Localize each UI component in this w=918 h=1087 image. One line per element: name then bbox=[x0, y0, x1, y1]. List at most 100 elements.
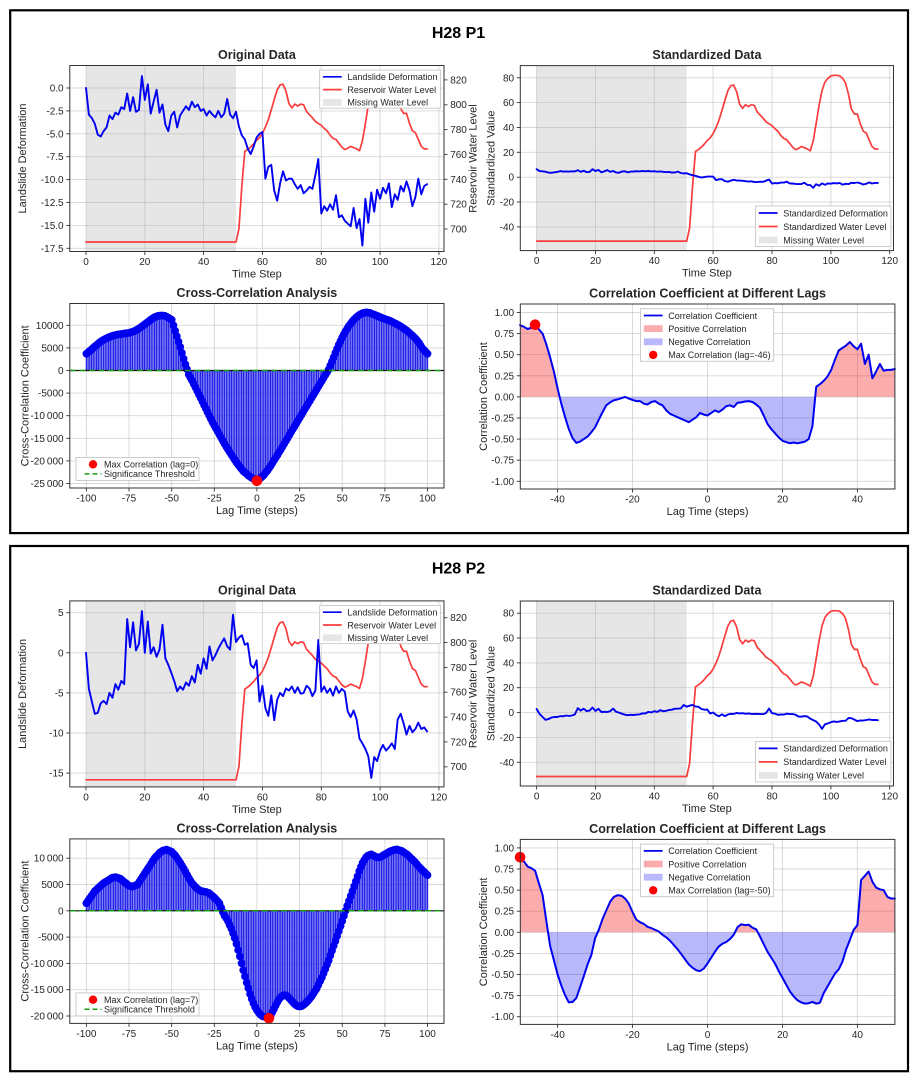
svg-text:40: 40 bbox=[198, 792, 210, 803]
svg-text:-50: -50 bbox=[164, 1029, 179, 1040]
svg-text:Time Step: Time Step bbox=[682, 268, 732, 280]
svg-text:80: 80 bbox=[316, 792, 328, 803]
svg-text:700: 700 bbox=[450, 225, 467, 236]
svg-text:20: 20 bbox=[139, 257, 151, 268]
svg-text:25: 25 bbox=[294, 493, 306, 504]
svg-text:120: 120 bbox=[881, 256, 898, 267]
svg-text:0: 0 bbox=[509, 173, 515, 184]
svg-text:20: 20 bbox=[777, 494, 789, 505]
svg-text:-10 000: -10 000 bbox=[30, 411, 64, 422]
svg-text:0: 0 bbox=[534, 256, 540, 267]
svg-text:40: 40 bbox=[198, 257, 210, 268]
svg-text:20: 20 bbox=[503, 148, 515, 159]
svg-text:10 000: 10 000 bbox=[34, 854, 64, 865]
svg-text:-2.5: -2.5 bbox=[46, 106, 64, 117]
svg-text:-0.25: -0.25 bbox=[491, 414, 514, 425]
svg-text:40: 40 bbox=[503, 658, 515, 669]
svg-text:0: 0 bbox=[705, 494, 711, 505]
svg-text:0.50: 0.50 bbox=[495, 886, 515, 897]
svg-text:Max Correlation (lag=7): Max Correlation (lag=7) bbox=[104, 995, 198, 1005]
svg-text:Max Correlation (lag=0): Max Correlation (lag=0) bbox=[104, 460, 198, 470]
svg-text:-5.0: -5.0 bbox=[46, 129, 64, 140]
svg-text:Correlation Coefficient: Correlation Coefficient bbox=[668, 846, 757, 856]
svg-text:Max Correlation (lag=-50): Max Correlation (lag=-50) bbox=[668, 886, 770, 896]
svg-text:-100: -100 bbox=[76, 1029, 96, 1040]
svg-text:0: 0 bbox=[83, 792, 89, 803]
svg-text:700: 700 bbox=[450, 762, 467, 773]
svg-text:Landslide Deformation: Landslide Deformation bbox=[347, 72, 437, 82]
svg-text:40: 40 bbox=[503, 123, 515, 134]
svg-text:25: 25 bbox=[294, 1029, 306, 1040]
svg-text:-20: -20 bbox=[625, 494, 640, 505]
svg-text:Cross-Correlation Coefficient: Cross-Correlation Coefficient bbox=[20, 325, 32, 466]
svg-text:Cross-Correlation Analysis: Cross-Correlation Analysis bbox=[177, 821, 338, 835]
svg-text:Missing Water Level: Missing Water Level bbox=[347, 98, 428, 108]
svg-text:120: 120 bbox=[431, 792, 448, 803]
svg-text:Standardized Deformation: Standardized Deformation bbox=[783, 744, 888, 754]
svg-text:800: 800 bbox=[450, 100, 467, 111]
svg-text:60: 60 bbox=[708, 791, 720, 802]
svg-text:0.75: 0.75 bbox=[495, 865, 515, 876]
svg-text:H28 P2: H28 P2 bbox=[432, 561, 485, 578]
svg-text:-100: -100 bbox=[76, 493, 96, 504]
svg-text:0: 0 bbox=[58, 906, 64, 917]
svg-text:Original Data: Original Data bbox=[218, 48, 297, 62]
svg-text:740: 740 bbox=[450, 175, 467, 186]
svg-text:100: 100 bbox=[372, 792, 389, 803]
svg-text:-25: -25 bbox=[207, 493, 222, 504]
svg-text:50: 50 bbox=[337, 1029, 349, 1040]
svg-text:-10: -10 bbox=[49, 729, 64, 740]
svg-text:0: 0 bbox=[534, 791, 540, 802]
svg-text:Landslide Deformation: Landslide Deformation bbox=[347, 608, 437, 618]
svg-text:Significance Threshold: Significance Threshold bbox=[104, 1005, 195, 1015]
svg-text:0: 0 bbox=[58, 366, 64, 377]
svg-text:50: 50 bbox=[337, 493, 349, 504]
svg-text:-20 000: -20 000 bbox=[30, 456, 64, 467]
svg-text:760: 760 bbox=[450, 688, 467, 699]
svg-text:40: 40 bbox=[852, 494, 864, 505]
svg-text:Correlation Coefficient at Dif: Correlation Coefficient at Different Lag… bbox=[589, 822, 826, 836]
svg-text:-0.75: -0.75 bbox=[491, 991, 514, 1002]
svg-text:760: 760 bbox=[450, 150, 467, 161]
svg-text:Cross-Correlation Analysis: Cross-Correlation Analysis bbox=[177, 286, 338, 300]
svg-text:20: 20 bbox=[139, 792, 151, 803]
svg-text:Standardized Water Level: Standardized Water Level bbox=[783, 757, 886, 767]
svg-text:40: 40 bbox=[852, 1030, 864, 1041]
svg-text:-40: -40 bbox=[500, 758, 515, 769]
svg-text:Missing Water Level: Missing Water Level bbox=[347, 633, 428, 643]
svg-text:Cross-Correlation Coefficient: Cross-Correlation Coefficient bbox=[20, 861, 32, 1002]
svg-text:Time Step: Time Step bbox=[682, 803, 732, 815]
svg-text:80: 80 bbox=[766, 791, 778, 802]
svg-text:75: 75 bbox=[379, 493, 391, 504]
svg-text:100: 100 bbox=[823, 256, 840, 267]
svg-text:720: 720 bbox=[450, 200, 467, 211]
svg-text:40: 40 bbox=[649, 791, 661, 802]
svg-text:-10.0: -10.0 bbox=[41, 175, 64, 186]
svg-text:0: 0 bbox=[509, 708, 515, 719]
svg-text:0.0: 0.0 bbox=[50, 84, 64, 95]
svg-text:-5000: -5000 bbox=[38, 933, 64, 944]
svg-text:5000: 5000 bbox=[41, 343, 64, 354]
svg-text:Time Step: Time Step bbox=[232, 269, 282, 281]
svg-text:-0.50: -0.50 bbox=[491, 970, 514, 981]
svg-text:1.00: 1.00 bbox=[495, 843, 515, 854]
svg-text:Standardized Data: Standardized Data bbox=[652, 584, 762, 598]
svg-text:Standardized Data: Standardized Data bbox=[652, 48, 762, 62]
svg-text:0.50: 0.50 bbox=[495, 350, 515, 361]
svg-text:100: 100 bbox=[419, 1029, 436, 1040]
svg-text:Landslide Deformation: Landslide Deformation bbox=[17, 639, 29, 749]
svg-text:Time Step: Time Step bbox=[232, 804, 282, 816]
svg-text:-15: -15 bbox=[49, 769, 64, 780]
svg-text:20: 20 bbox=[590, 791, 602, 802]
svg-text:80: 80 bbox=[766, 256, 778, 267]
svg-text:Reservoir Water Level: Reservoir Water Level bbox=[347, 85, 436, 95]
svg-text:0.25: 0.25 bbox=[495, 907, 515, 918]
svg-text:-25 000: -25 000 bbox=[30, 479, 64, 490]
svg-text:-20: -20 bbox=[625, 1030, 640, 1041]
svg-text:Standardized Value: Standardized Value bbox=[486, 110, 498, 205]
svg-text:-5000: -5000 bbox=[38, 389, 64, 400]
svg-text:60: 60 bbox=[503, 98, 515, 109]
svg-text:-0.75: -0.75 bbox=[491, 456, 514, 467]
svg-text:0: 0 bbox=[58, 648, 64, 659]
svg-text:-17.5: -17.5 bbox=[41, 244, 64, 255]
